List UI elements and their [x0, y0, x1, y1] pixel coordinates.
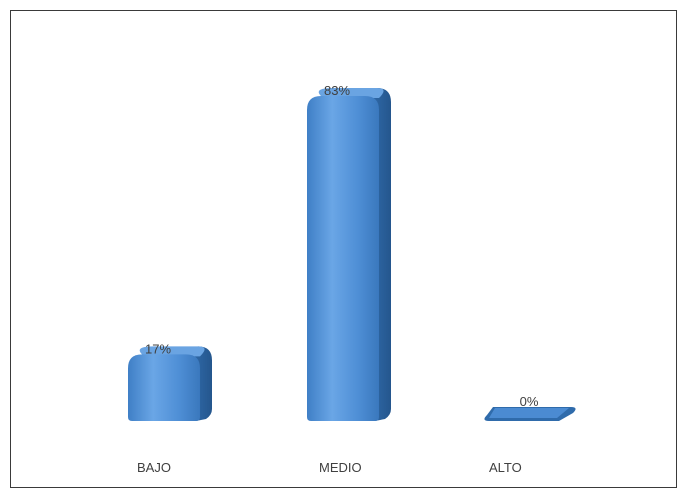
- data-label-bajo: 17%: [145, 341, 171, 356]
- bar-bajo-front: [128, 354, 200, 421]
- bar-medio: [307, 88, 391, 421]
- category-label-medio: MEDIO: [319, 460, 362, 475]
- category-label-alto: ALTO: [489, 460, 522, 475]
- bar-medio-front: [307, 96, 379, 421]
- bar-medio-top: [318, 88, 384, 98]
- data-label-medio: 83%: [324, 83, 350, 98]
- bar-bajo-top: [139, 346, 205, 357]
- bar-alto: [484, 407, 576, 421]
- category-label-bajo: BAJO: [137, 460, 171, 475]
- data-label-alto: 0%: [520, 394, 539, 409]
- bar-bajo: [128, 346, 212, 421]
